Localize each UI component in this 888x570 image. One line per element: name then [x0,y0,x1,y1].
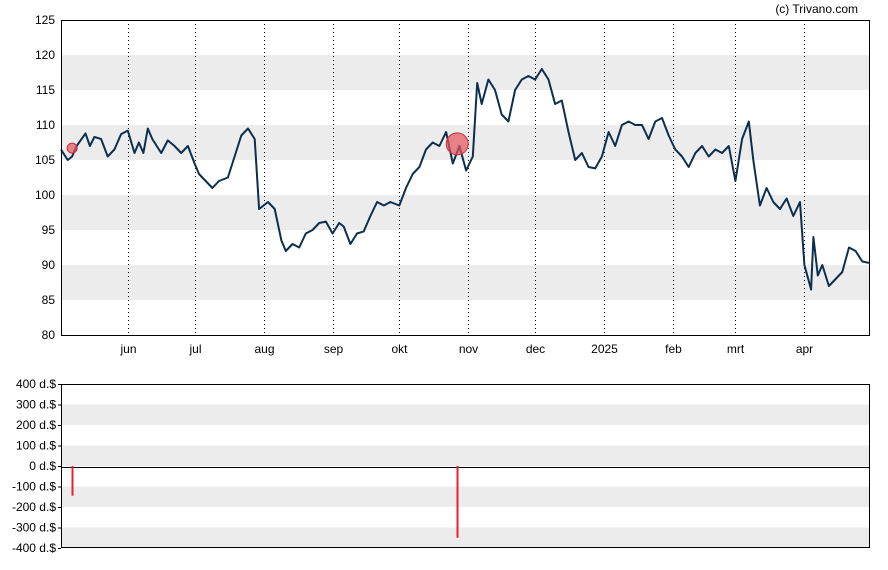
date-tick-label: apr [796,342,813,356]
date-tick-label: 2025 [591,342,618,356]
price-chart-frame [61,20,870,336]
volume-tick-label: -400 d.$ [12,541,56,555]
volume-chart-frame [61,384,870,548]
volume-tick-label: 100 d.$ [16,439,56,453]
volume-tick-label: 400 d.$ [16,377,56,391]
volume-tick-label: -100 d.$ [12,480,56,494]
trade-marker [66,142,78,154]
date-tick-label: jul [188,342,201,356]
copyright-label: (c) Trivano.com [775,2,858,16]
volume-band [61,404,869,425]
date-tick-label: dec [526,342,545,356]
price-tick-label: 125 [35,13,55,27]
price-band [61,195,869,230]
date-tick-label: mrt [727,342,745,356]
date-tick-label: okt [391,342,408,356]
date-axis-labels: jun jul aug sep okt nov dec 2025 feb mrt apr [119,342,813,356]
volume-tick-label: -300 d.$ [12,521,56,535]
date-tick-label: feb [665,342,682,356]
price-axis-labels: 80 85 90 95 100 105 110 115 120 125 [35,13,55,342]
date-tick-label: nov [459,342,478,356]
price-bands [61,55,869,300]
price-tick-label: 120 [35,48,55,62]
volume-axis-labels: 400 d.$ 300 d.$ 200 d.$ 100 d.$ 0 d.$ -100 d.… [12,377,61,555]
price-line-layer [60,68,870,291]
volume-tick-label: 300 d.$ [16,398,56,412]
price-tick-label: 95 [42,223,56,237]
price-band [61,265,869,300]
price-tick-label: 115 [36,83,55,97]
volume-bars [71,466,459,538]
date-tick-label: jun [119,342,136,356]
trade-markers [66,132,469,156]
volume-band [61,445,869,466]
price-tick-label: 85 [42,293,56,307]
price-line [60,68,870,291]
date-gridlines [128,20,805,335]
price-tick-label: 80 [42,328,56,342]
volume-tick-label: -200 d.$ [12,500,56,514]
volume-band [61,486,869,507]
price-tick-label: 105 [35,153,55,167]
date-tick-label: aug [254,342,274,356]
price-band [61,55,869,90]
volume-tick-label: 0 d.$ [29,459,56,473]
price-tick-label: 110 [36,118,55,132]
price-tick-label: 100 [35,188,55,202]
date-tick-label: sep [324,342,344,356]
volume-tick-label: 200 d.$ [16,418,56,432]
price-tick-label: 90 [42,258,56,272]
volume-bands [61,404,869,548]
volume-band [61,527,869,548]
trade-marker [445,132,469,156]
